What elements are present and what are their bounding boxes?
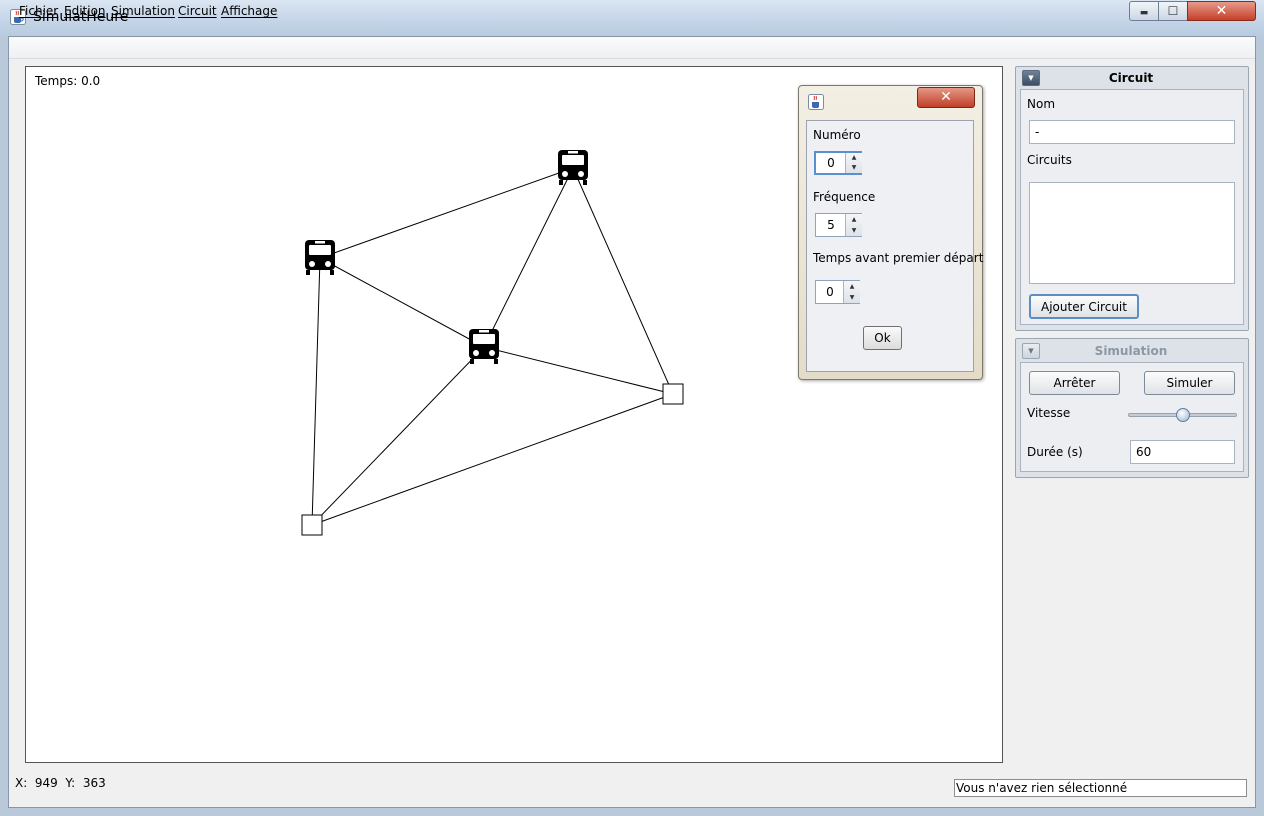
menu-affichage[interactable]: Affichage	[221, 4, 278, 18]
temps-spin-arrows[interactable]: ▲ ▼	[843, 281, 860, 303]
frequence-label: Fréquence	[813, 190, 876, 204]
numero-spinner[interactable]: 0 ▲ ▼	[814, 151, 862, 175]
time-readout: Temps: 0.0	[35, 74, 101, 88]
menu-fichier[interactable]: Fichier	[19, 4, 59, 18]
cursor-coordinates: X: 949 Y: 363	[15, 776, 106, 790]
arrow-up-icon[interactable]: ▲	[851, 154, 857, 161]
circuits-list[interactable]	[1029, 182, 1235, 284]
nom-field[interactable]: -	[1029, 120, 1235, 144]
triangle-down-icon: ▼	[1028, 347, 1034, 355]
nom-label: Nom	[1027, 97, 1056, 111]
arrow-down-icon[interactable]: ▼	[849, 294, 855, 301]
numero-value[interactable]: 0	[827, 156, 835, 170]
close-icon: ✕	[940, 89, 952, 105]
temps-label: Temps avant premier départ	[813, 251, 984, 265]
maximize-icon: ☐	[1167, 4, 1179, 18]
simulate-button[interactable]: Simuler	[1144, 371, 1235, 395]
duration-label: Durée (s)	[1027, 445, 1083, 459]
java-cup-icon	[808, 94, 824, 110]
menu-edition[interactable]: Edition	[64, 4, 106, 18]
collapse-circuit-button[interactable]: ▼	[1022, 70, 1040, 86]
add-circuit-button[interactable]: Ajouter Circuit	[1029, 294, 1139, 319]
speed-label: Vitesse	[1027, 406, 1071, 420]
close-window-button[interactable]: ✕	[1187, 1, 1256, 21]
frequence-spin-arrows[interactable]: ▲ ▼	[845, 214, 862, 236]
ok-button[interactable]: Ok	[863, 326, 902, 350]
frequence-value[interactable]: 5	[827, 218, 835, 232]
circuits-label: Circuits	[1027, 153, 1072, 167]
speed-slider-thumb[interactable]	[1175, 408, 1190, 422]
minimize-button[interactable]: ▬	[1129, 1, 1159, 21]
numero-spin-arrows[interactable]: ▲ ▼	[845, 153, 862, 173]
arrow-down-icon[interactable]: ▼	[851, 164, 857, 171]
collapse-simulation-button[interactable]: ▼	[1022, 343, 1040, 359]
arrow-up-icon[interactable]: ▲	[849, 283, 855, 290]
menu-circuit[interactable]: Circuit	[178, 4, 217, 18]
java-cup-icon	[10, 9, 26, 25]
arrow-down-icon[interactable]: ▼	[851, 227, 857, 234]
stop-button[interactable]: Arrêter	[1029, 371, 1120, 395]
status-message: Vous n'avez rien sélectionné	[954, 779, 1247, 797]
minimize-icon: ▬	[1139, 8, 1149, 18]
menu-bar	[9, 37, 1255, 59]
triangle-down-icon: ▼	[1028, 74, 1034, 82]
temps-spinner[interactable]: 0 ▲ ▼	[815, 280, 860, 304]
arrow-up-icon[interactable]: ▲	[851, 216, 857, 223]
frequence-spinner[interactable]: 5 ▲ ▼	[815, 213, 862, 237]
maximize-button[interactable]: ☐	[1158, 1, 1188, 21]
duration-field[interactable]: 60	[1130, 440, 1235, 464]
close-icon: ✕	[1215, 3, 1228, 19]
window-title: SimulatHeure	[33, 9, 129, 25]
title-bar	[0, 0, 1264, 36]
temps-value[interactable]: 0	[826, 285, 834, 299]
menu-simulation[interactable]: Simulation	[111, 4, 175, 18]
simulation-panel-title: Simulation	[1094, 344, 1168, 358]
circuit-panel-title: Circuit	[1108, 71, 1154, 85]
numero-label: Numéro	[813, 128, 861, 142]
dialog-close-button[interactable]: ✕	[917, 87, 975, 108]
